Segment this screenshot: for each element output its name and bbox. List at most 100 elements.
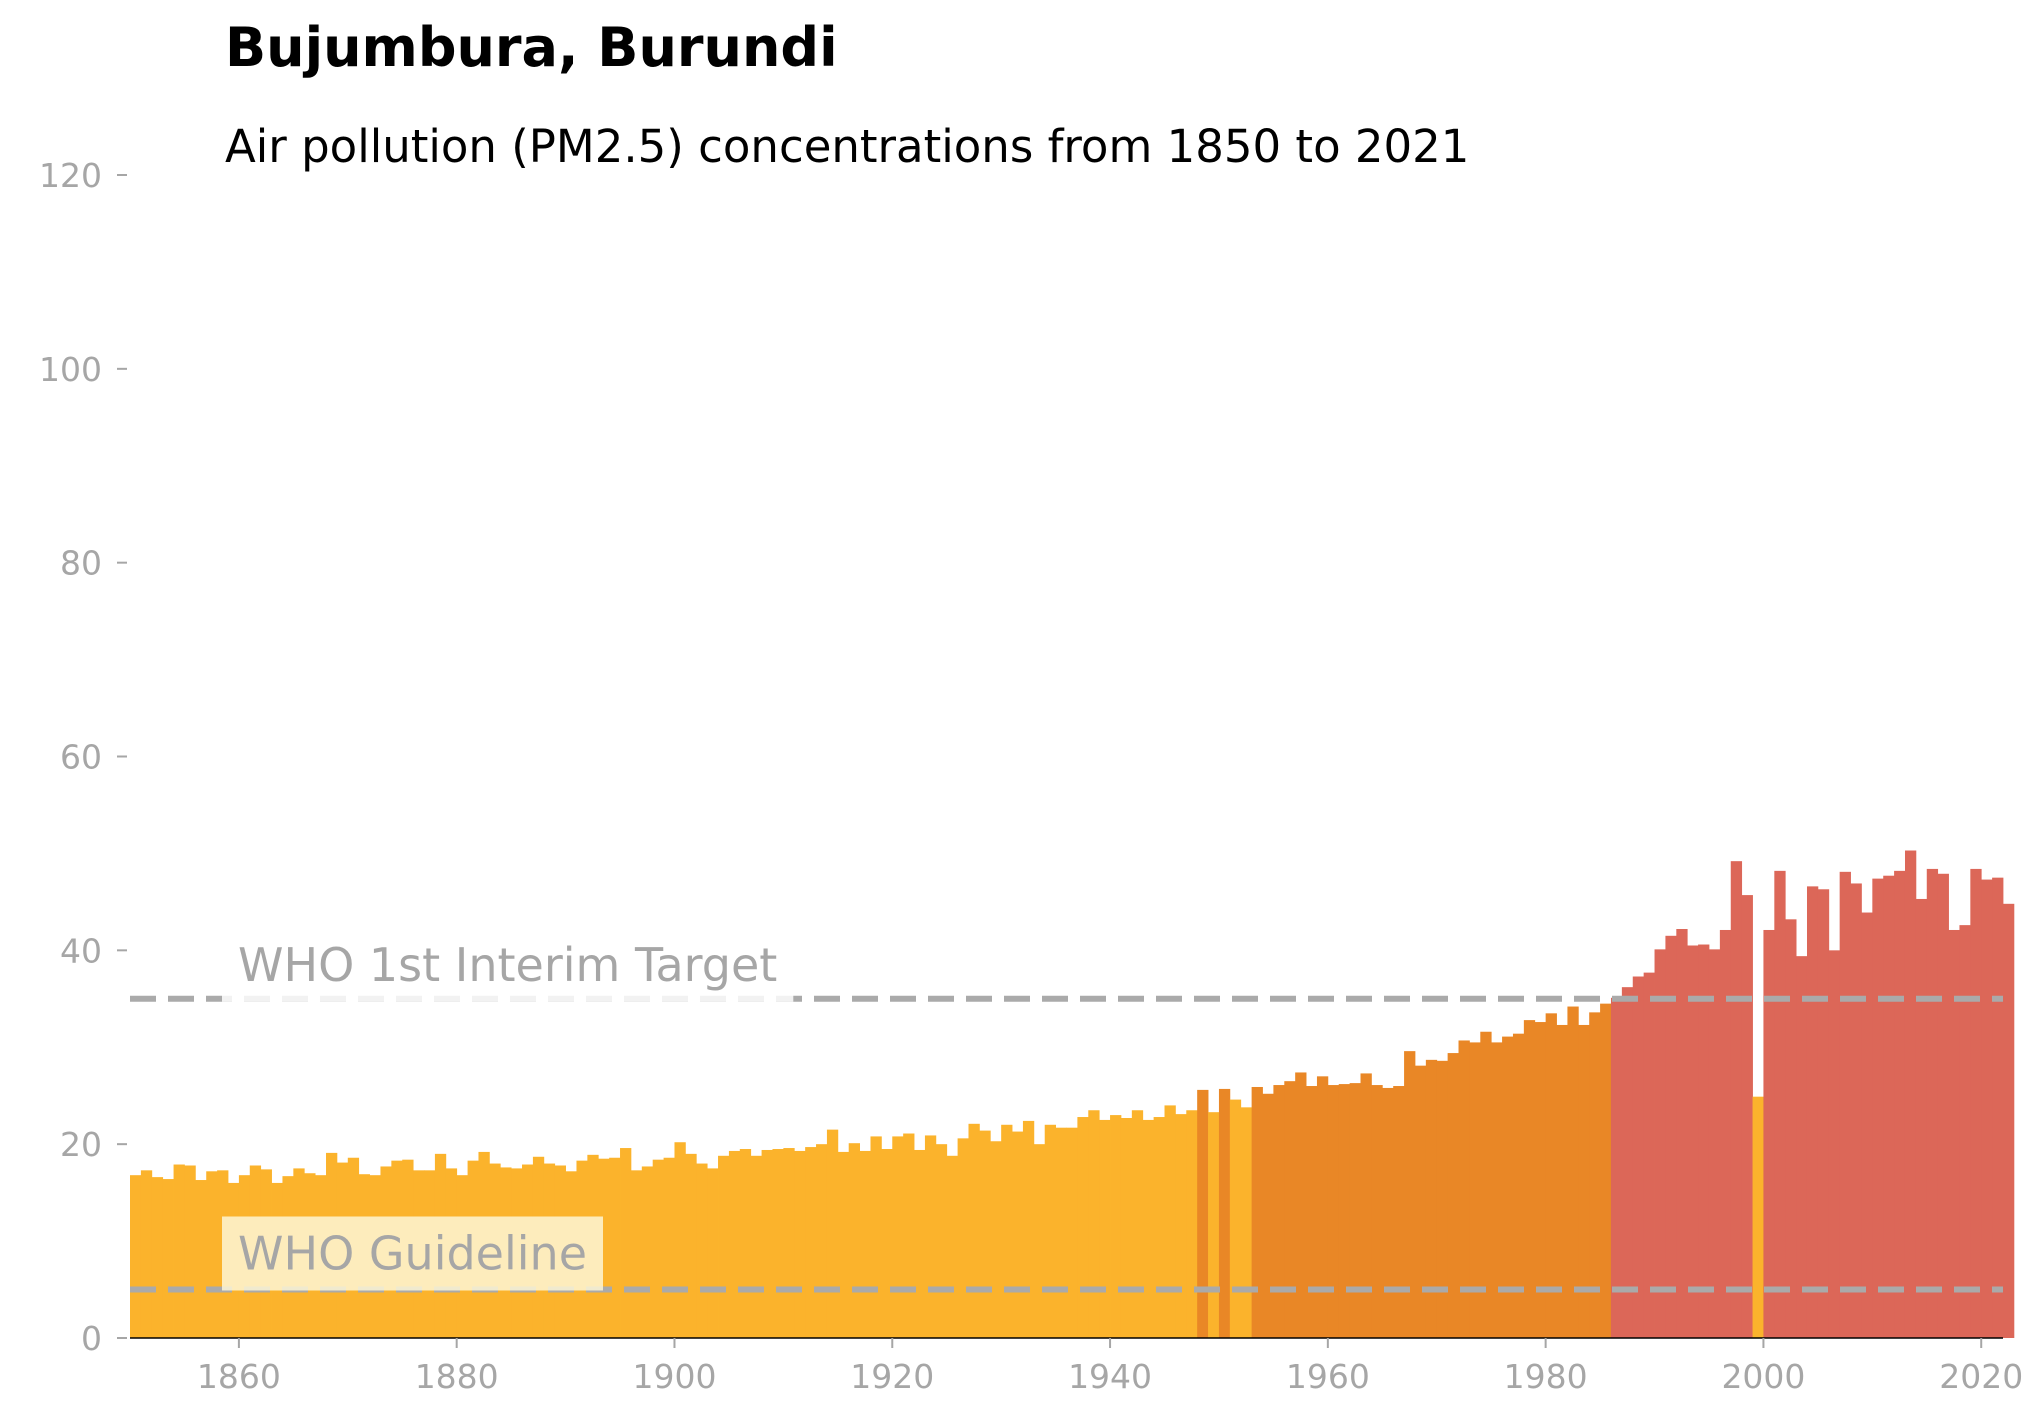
bar-1996	[1719, 929, 1732, 1338]
bar-1922	[914, 1149, 926, 1338]
ref-label-box-who-guideline	[222, 1216, 603, 1291]
bar-1928	[979, 1130, 991, 1338]
bar-2021	[1992, 877, 2004, 1338]
bar-1956	[1284, 1081, 1296, 1338]
bar-1941	[1120, 1118, 1133, 1338]
bar-1903	[707, 1168, 719, 1338]
chart-subtitle: Air pollution (PM2.5) concentrations fro…	[225, 120, 1470, 173]
bar-2018	[1959, 925, 1971, 1338]
x-tick-label-1920: 1920	[850, 1357, 934, 1396]
bar-1992	[1676, 929, 1688, 1338]
bar-1943	[1142, 1119, 1155, 1338]
bar-1942	[1131, 1110, 1144, 1338]
bar-1947	[1186, 1110, 1198, 1338]
bar-2020	[1981, 879, 1993, 1338]
bar-1975	[1491, 1042, 1503, 1338]
bar-1979	[1534, 1022, 1547, 1338]
bar-1939	[1099, 1119, 1111, 1338]
bar-1857	[206, 1171, 218, 1338]
bar-1896	[630, 1170, 643, 1338]
bar-2001	[1774, 870, 1786, 1338]
bar-2005	[1817, 889, 1830, 1338]
bar-1949	[1208, 1112, 1220, 1338]
bar-1977	[1512, 1033, 1525, 1338]
y-tick-label-40: 40	[60, 931, 102, 970]
bar-2007	[1839, 871, 1851, 1338]
bar-1927	[968, 1123, 980, 1338]
bar-1926	[957, 1138, 969, 1338]
bar-2017	[1948, 929, 1960, 1338]
bar-1917	[859, 1150, 871, 1338]
bar-1962	[1349, 1083, 1361, 1338]
bar-1925	[946, 1155, 959, 1338]
bar-1898	[652, 1159, 664, 1338]
y-tick-label-20: 20	[60, 1125, 102, 1164]
bar-2016	[1937, 873, 1949, 1338]
bar-2014	[1915, 898, 1928, 1338]
bar-1986	[1610, 997, 1623, 1338]
y-tick-label-60: 60	[60, 738, 102, 777]
bar-1952	[1240, 1107, 1253, 1338]
x-tick-label-1880: 1880	[415, 1357, 499, 1396]
bar-1958	[1306, 1086, 1318, 1338]
bar-1853	[162, 1179, 174, 1338]
bar-1919	[881, 1149, 893, 1338]
bar-1961	[1338, 1084, 1351, 1338]
bar-1856	[195, 1180, 207, 1338]
bar-1995	[1708, 949, 1721, 1338]
bar-1954	[1262, 1093, 1274, 1338]
ref-label-who-1st-interim-target: WHO 1st Interim Target	[238, 938, 777, 992]
bar-1900	[674, 1142, 686, 1338]
bar-1933	[1033, 1144, 1046, 1338]
bar-1908	[761, 1149, 773, 1338]
bar-1935	[1055, 1127, 1067, 1338]
bar-1895	[620, 1148, 632, 1338]
bar-1936	[1066, 1127, 1078, 1338]
bar-2006	[1828, 950, 1841, 1338]
axes-group: 0 20 40 60 80 100 120 1860 1880 1900 1920 1940 1960 1…	[39, 156, 2023, 1396]
bar-1966	[1393, 1086, 1405, 1338]
bar-1907	[750, 1155, 762, 1338]
bar-1918	[870, 1136, 882, 1338]
bar-1901	[685, 1153, 697, 1338]
bar-1894	[609, 1157, 621, 1338]
x-tick-label-2020: 2020	[1939, 1357, 2023, 1396]
bar-1893	[598, 1158, 610, 1338]
bar-1987	[1621, 987, 1634, 1338]
y-tick-label-80: 80	[60, 544, 102, 583]
x-tick-label-1980: 1980	[1504, 1357, 1588, 1396]
bar-1932	[1022, 1120, 1035, 1338]
bar-2012	[1894, 870, 1906, 1338]
bar-1916	[848, 1143, 860, 1338]
x-tick-label-1900: 1900	[632, 1357, 716, 1396]
bar-1851	[140, 1170, 153, 1338]
bar-1988	[1632, 976, 1645, 1338]
bar-1964	[1371, 1085, 1383, 1338]
bar-1993	[1687, 945, 1699, 1338]
x-tick-label-1940: 1940	[1068, 1357, 1152, 1396]
bar-1910	[783, 1148, 795, 1338]
bar-1931	[1012, 1131, 1024, 1338]
bar-1955	[1273, 1085, 1285, 1338]
bar-1899	[663, 1157, 675, 1338]
bar-2003	[1796, 956, 1808, 1338]
bar-2008	[1850, 883, 1862, 1338]
bar-1951	[1229, 1099, 1242, 1338]
bar-1937	[1077, 1117, 1089, 1338]
x-tick-label-1960: 1960	[1286, 1357, 1370, 1396]
bar-1989	[1643, 972, 1655, 1338]
bar-1999	[1752, 1096, 1764, 1338]
bar-1929	[990, 1141, 1002, 1338]
bar-1914	[826, 1129, 839, 1338]
bar-1904	[718, 1155, 730, 1338]
bar-1850	[130, 1175, 142, 1338]
bar-1991	[1665, 935, 1677, 1338]
bar-2011	[1883, 875, 1895, 1338]
bar-1852	[151, 1177, 164, 1338]
bar-1902	[696, 1163, 708, 1338]
bar-1911	[794, 1150, 806, 1338]
bar-1978	[1523, 1020, 1536, 1338]
ref-label-who-guideline: WHO Guideline	[238, 1227, 587, 1281]
bar-1945	[1164, 1105, 1176, 1338]
